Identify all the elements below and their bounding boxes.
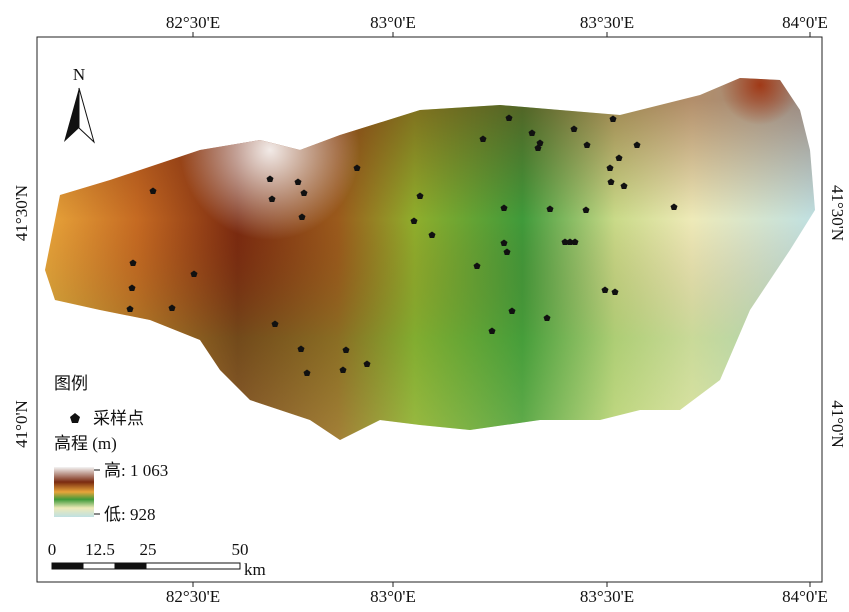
map: 82°30'E 83°0'E 83°30'E 84°0'E 82°30'E 83…	[0, 0, 849, 607]
legend-high: 高: 1 063	[104, 461, 168, 480]
scale-label: 0	[48, 540, 57, 559]
legend-title: 图例	[54, 374, 88, 393]
scale-segment	[83, 563, 115, 569]
scale-segment	[115, 563, 146, 569]
scale-label: 50	[232, 540, 249, 559]
lon-label: 83°30'E	[580, 587, 634, 606]
legend-low: 低: 928	[104, 505, 155, 524]
scale-bar	[52, 563, 240, 569]
legend-elevation-title: 高程 (m)	[54, 434, 117, 453]
page: {"map": { "x_labels": ["82°30'E", "83°0'…	[0, 0, 849, 607]
lon-label: 82°30'E	[166, 587, 220, 606]
legend-ramp	[54, 467, 94, 517]
scale-label: 25	[140, 540, 157, 559]
lon-label: 83°0'E	[370, 587, 416, 606]
legend-point-symbol	[70, 413, 80, 423]
elevation-raster	[37, 37, 822, 582]
legend-point-label: 采样点	[93, 409, 144, 428]
north-arrow-left	[64, 88, 79, 142]
lat-label: 41°0'N	[12, 400, 31, 448]
lat-label: 41°30'N	[828, 185, 847, 241]
lon-label: 84°0'E	[782, 587, 828, 606]
lon-label: 82°30'E	[166, 13, 220, 32]
scale-unit: km	[244, 560, 266, 579]
lon-label: 83°30'E	[580, 13, 634, 32]
north-label: N	[73, 65, 85, 84]
scale-label: 12.5	[85, 540, 115, 559]
lon-label: 83°0'E	[370, 13, 416, 32]
scale-segment	[52, 563, 83, 569]
east-peak	[37, 37, 822, 582]
lon-label: 84°0'E	[782, 13, 828, 32]
scale-segment	[146, 563, 240, 569]
north-arrow	[64, 88, 94, 142]
north-arrow-right	[79, 88, 94, 142]
lat-label: 41°30'N	[12, 185, 31, 241]
lat-label: 41°0'N	[828, 400, 847, 448]
